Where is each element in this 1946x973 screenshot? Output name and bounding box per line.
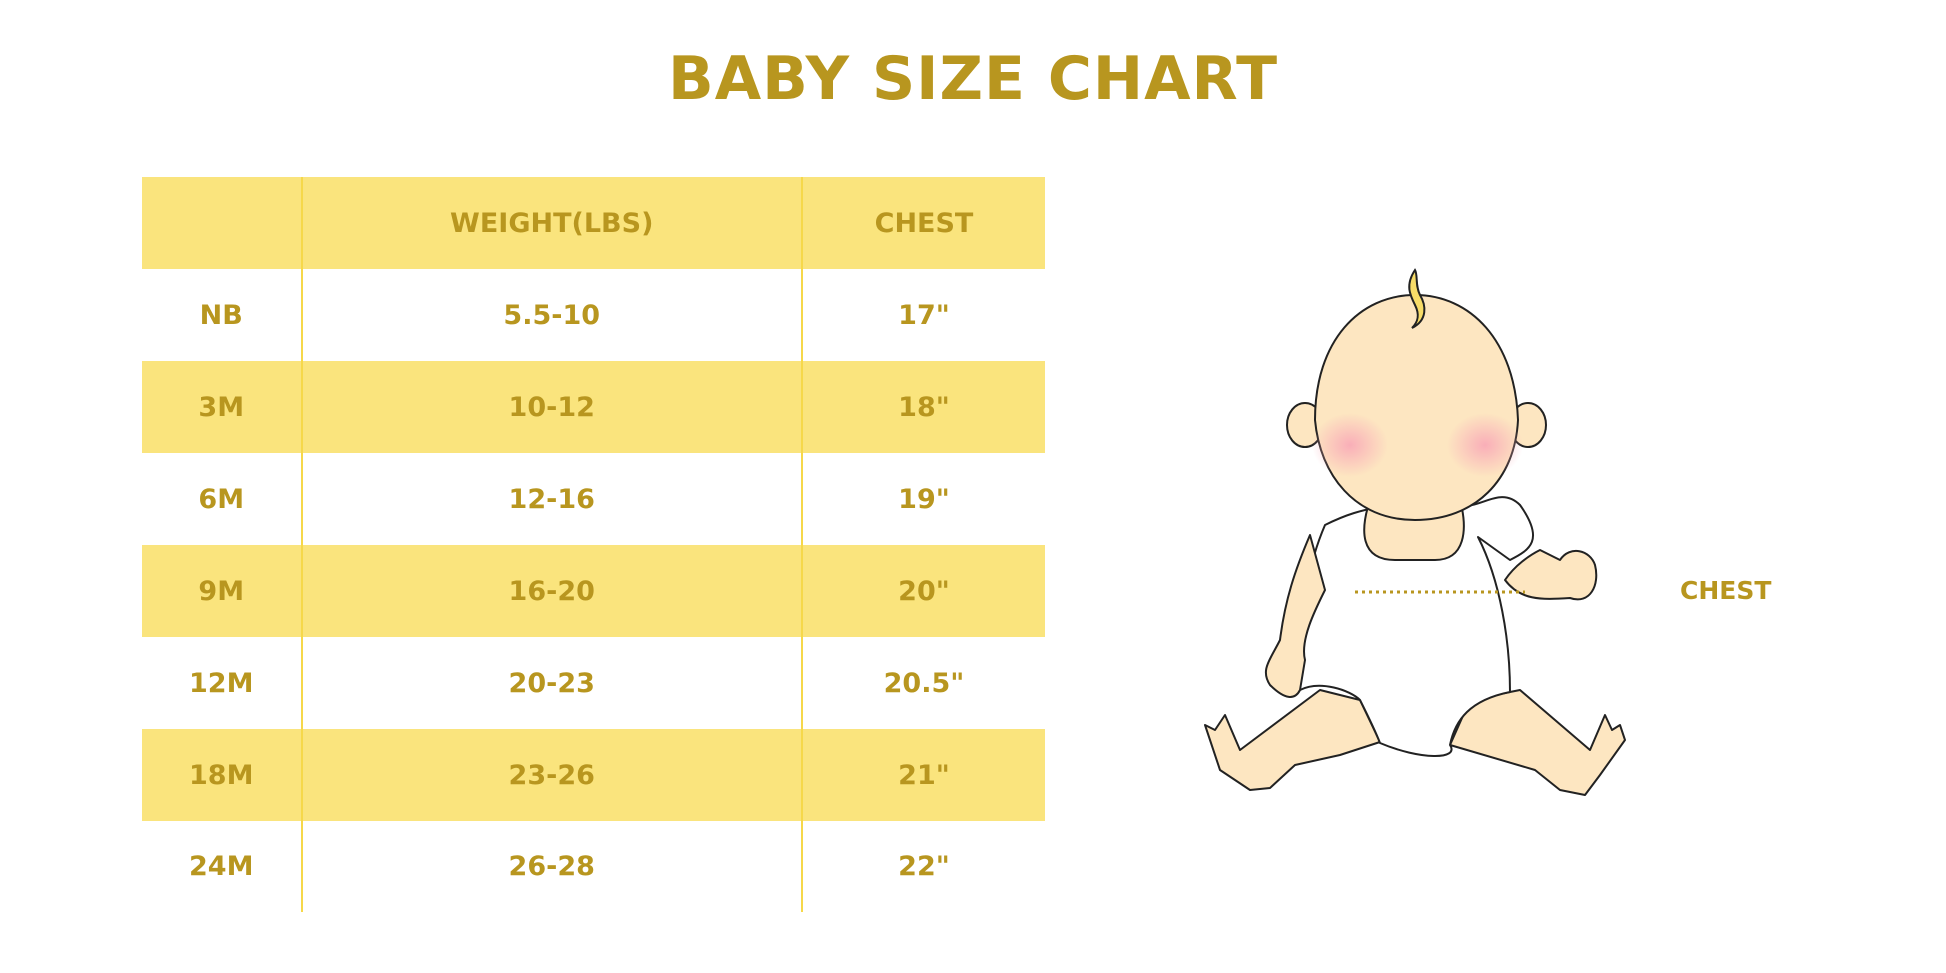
- chest-cell: 22": [800, 821, 1045, 912]
- chest-cell: 20.5": [800, 637, 1045, 729]
- chest-cell: 20": [800, 545, 1045, 637]
- chest-cell: 19": [800, 453, 1045, 545]
- chest-cell: 21": [800, 729, 1045, 821]
- weight-cell: 20-23: [300, 637, 802, 729]
- header-cell: WEIGHT(LBS): [300, 177, 802, 269]
- head: [1314, 294, 1519, 521]
- size-cell: NB: [199, 299, 243, 331]
- left-foot: [1204, 689, 1381, 791]
- weight-cell: 5.5-10: [300, 269, 802, 361]
- table-row: 18M 23-26 21": [142, 729, 1045, 821]
- size-cell: 6M: [198, 483, 245, 515]
- chest-cell: 17": [800, 269, 1045, 361]
- size-cell: 24M: [189, 851, 254, 882]
- table-row: NB 5.5-10 17": [142, 269, 1045, 361]
- table-row: 3M 10-12 18": [142, 361, 1045, 453]
- weight-cell: 26-28: [300, 821, 802, 912]
- hair-curl: [1408, 268, 1426, 329]
- weight-cell: 16-20: [300, 545, 802, 637]
- page-title: BABY SIZE CHART: [668, 44, 1278, 114]
- table-header-row: WEIGHT(LBS) CHEST: [142, 177, 1045, 269]
- chest-label: CHEST: [1680, 576, 1772, 605]
- left-arm: [1264, 534, 1326, 698]
- weight-cell: 10-12: [300, 361, 802, 453]
- table-row: 6M 12-16 19": [142, 453, 1045, 545]
- table-row: 9M 16-20 20": [142, 545, 1045, 637]
- size-cell: 9M: [142, 545, 302, 637]
- size-table: WEIGHT(LBS) CHEST NB 5.5-10 17" 3M 10-12…: [142, 177, 1045, 912]
- weight-cell: 23-26: [300, 729, 802, 821]
- header-cell: CHEST: [800, 177, 1045, 269]
- chest-cell: 18": [800, 361, 1045, 453]
- table-row: 12M 20-23 20.5": [142, 637, 1045, 729]
- onesie: [1299, 496, 1535, 757]
- right-cheek: [1447, 413, 1523, 477]
- size-cell: 3M: [142, 361, 302, 453]
- size-cell: 12M: [189, 667, 254, 699]
- right-arm: [1504, 549, 1598, 601]
- baby-illustration: [1204, 268, 1626, 796]
- size-cell: 18M: [142, 729, 302, 821]
- header-cell: [142, 177, 302, 269]
- weight-cell: 12-16: [300, 453, 802, 545]
- left-cheek: [1312, 413, 1388, 477]
- table-row: 24M 26-28 22": [142, 821, 1045, 912]
